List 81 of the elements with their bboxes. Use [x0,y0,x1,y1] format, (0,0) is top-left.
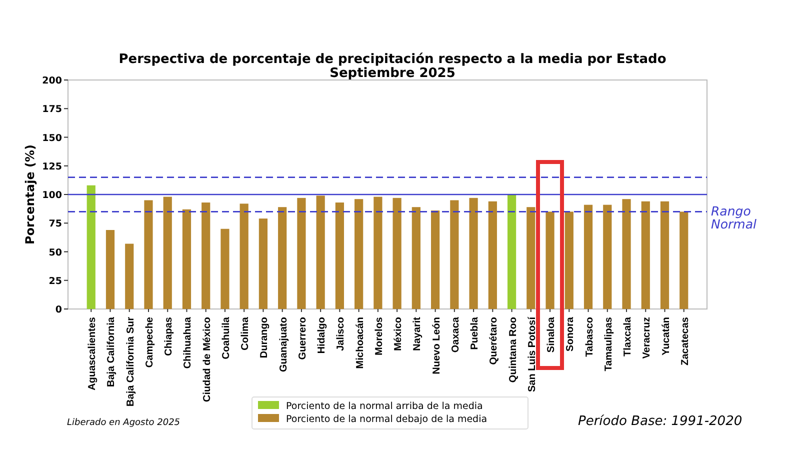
bar [469,198,478,309]
bar [278,207,287,309]
bar [258,218,268,309]
x-tick-label: Aguascalientes [87,316,98,390]
x-tick-label: Coahuila [220,316,232,360]
bar [144,200,153,309]
bar [316,196,325,309]
y-tick-label: 175 [42,104,62,116]
y-axis-title: Porcentaje (%) [23,144,37,245]
bar [641,201,650,309]
bar [526,207,536,309]
ref-line-label: Rango Normal [711,204,757,232]
bar [431,210,440,309]
bar [86,185,96,309]
x-tick-label: Campeche [144,316,156,368]
x-tick-label: Guerrero [297,317,308,360]
x-tick-label: Hidalgo [316,317,328,354]
bar [584,204,593,309]
bar [622,199,631,309]
bar [202,202,210,309]
x-tick-label: Durango [259,317,270,358]
x-tick-label: Puebla [470,316,481,350]
chart-subtitle: Septiembre 2025 [330,66,456,81]
y-tick-label: 0 [55,304,62,316]
legend-label: Porciento de la normal debajo de la media [286,414,488,425]
x-tick-label: Tabasco [584,317,596,357]
x-tick-label: Chihuahua [182,316,194,369]
bar [660,201,670,309]
bar [450,200,459,309]
x-tick-label: Oaxaca [450,316,462,353]
bar [240,204,248,309]
bar [354,199,364,309]
x-tick-label: San Luis Potosí [526,316,538,392]
x-tick-label: Veracruz [642,317,653,359]
x-tick-label: Nuevo León [431,317,442,374]
x-tick-label: Quintana Roo [508,317,519,383]
y-tick-label: 200 [42,76,62,86]
x-tick-label: Michoacán [354,317,366,369]
x-tick-label: Ciudad de México [202,317,213,402]
x-tick-label: Sonora [565,316,576,352]
x-tick-label: Jalisco [336,317,347,351]
text: Período Base: 1991-2020 [578,414,742,429]
bar [335,202,344,309]
y-tick-label: 25 [48,276,62,287]
legend-label: Porciento de la normal arriba de la media [286,401,483,412]
chart-title: Perspectiva de porcentaje de precipitación respecto a la media por Estado [118,52,666,67]
bar [603,204,612,309]
bar [680,212,688,309]
x-tick-label: Colima [240,316,252,350]
bar [106,230,115,309]
bar [488,201,497,309]
x-tick-label: Querétaro [488,317,500,365]
bar [392,198,402,309]
bar [220,228,230,309]
y-tick-label: 125 [42,161,62,172]
bar [412,207,420,309]
bar [297,198,306,309]
x-tick-label: Yucatán [660,317,672,356]
y-tick-label: 50 [48,247,62,258]
bar [374,196,382,309]
x-tick-label: Baja California Sur [125,316,136,406]
x-tick-label: México [393,317,404,351]
x-tick-label: Morelos [374,316,385,356]
x-tick-label: Sinaloa [546,316,558,353]
x-tick-label: Guanajuato [278,317,290,372]
bar [182,209,192,309]
x-tick-label: Baja California [106,316,118,388]
x-tick-label: Tlaxcala [622,316,634,356]
bar [564,212,574,309]
x-tick-label: Tamaulipas [603,316,614,372]
x-tick-label: Nayarit [412,316,424,351]
bar [507,194,516,309]
text: Liberado en Agosto 2025 [67,418,180,428]
bar [546,212,554,309]
y-tick-label: 100 [42,190,62,201]
y-tick-label: 150 [42,132,62,144]
bar [125,244,134,309]
x-tick-label: Zacatecas [680,316,691,366]
x-tick-label: Chiapas [164,316,175,356]
y-tick-label: 75 [48,218,62,230]
bar [163,196,172,309]
